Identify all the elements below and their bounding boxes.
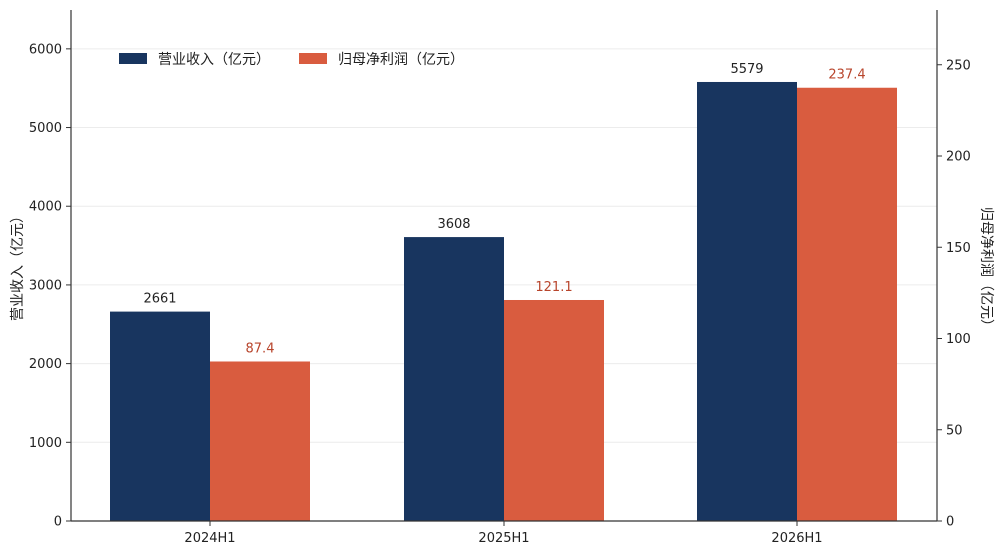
y2-tick-label-150: 150 [946, 241, 971, 256]
legend-swatch-revenue [119, 53, 147, 64]
y-tick-label-4000: 4000 [29, 200, 62, 215]
bar-value-labels: 2661 87.4 3608 121.1 5579 237.4 [143, 62, 865, 357]
x-tick-label-2026H1: 2026H1 [771, 531, 822, 546]
bar-revenue-2026H1 [697, 81, 797, 521]
axes: 0 1000 2000 3000 4000 5000 6000 0 50 100 150 200 250… [29, 10, 971, 546]
bar-revenue-2025H1 [404, 237, 504, 521]
legend: 营业收入（亿元） 归母净利润（亿元） [119, 51, 464, 68]
bar-profit-2025H1 [504, 299, 604, 521]
y-tick-label-5000: 5000 [29, 121, 62, 136]
y-tick-label-0: 0 [54, 515, 62, 530]
legend-label-profit: 归母净利润（亿元） [338, 51, 464, 68]
x-tick-label-2025H1: 2025H1 [478, 531, 529, 546]
x-tick-label-2024H1: 2024H1 [184, 531, 235, 546]
y2-tick-label-0: 0 [946, 515, 954, 530]
bar-profit-2026H1 [797, 87, 897, 522]
bar-revenue-2024H1 [110, 311, 210, 521]
y-axis-right-label: 归母净利润（亿元） [978, 207, 995, 333]
y-tick-label-2000: 2000 [29, 357, 62, 372]
y2-tick-label-100: 100 [946, 332, 971, 347]
bar-label-profit-2024H1: 87.4 [246, 341, 275, 356]
y2-tick-label-250: 250 [946, 58, 971, 73]
bar-label-revenue-2025H1: 3608 [437, 217, 470, 232]
y2-tick-label-200: 200 [946, 150, 971, 165]
bar-label-profit-2025H1: 121.1 [535, 280, 572, 295]
y2-tick-label-50: 50 [946, 423, 963, 438]
bars [110, 81, 897, 522]
bar-label-profit-2026H1: 237.4 [828, 68, 865, 83]
y-tick-label-6000: 6000 [29, 42, 62, 57]
y-tick-label-1000: 1000 [29, 436, 62, 451]
legend-swatch-profit [299, 53, 327, 64]
y-axis-left-label: 营业收入（亿元） [10, 209, 26, 321]
bar-label-revenue-2024H1: 2661 [143, 292, 176, 307]
bar-label-revenue-2026H1: 5579 [730, 62, 763, 77]
legend-label-revenue: 营业收入（亿元） [158, 52, 270, 68]
bar-profit-2024H1 [210, 361, 310, 521]
y-tick-label-3000: 3000 [29, 278, 62, 293]
